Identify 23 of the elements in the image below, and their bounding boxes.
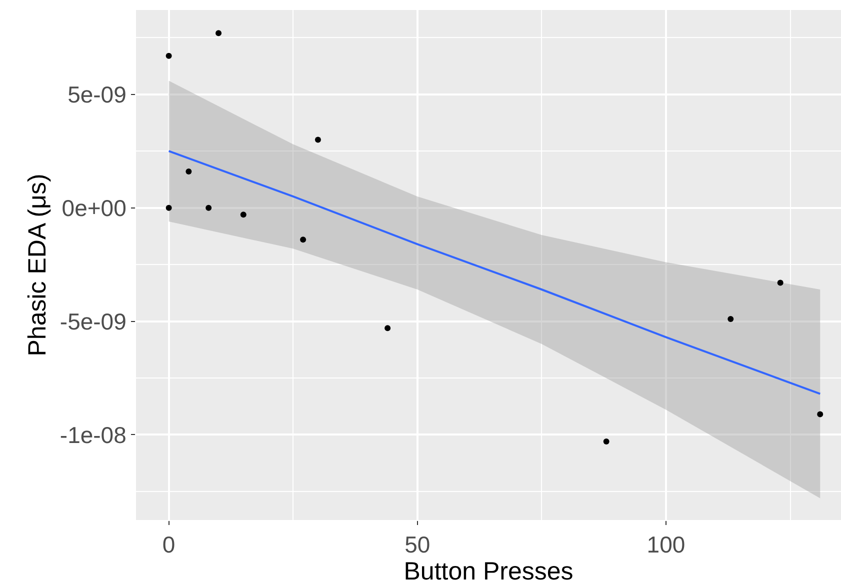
y-tick-label: 0e+00	[62, 194, 126, 221]
y-tick-label: -5e-09	[60, 308, 126, 334]
x-tick-label: 0	[162, 532, 176, 558]
point	[300, 236, 306, 243]
y-axis-title: Phasic EDA (μs)	[24, 174, 52, 356]
point	[166, 204, 172, 211]
point	[384, 325, 391, 332]
point	[314, 136, 321, 143]
point	[216, 30, 222, 36]
point	[777, 280, 784, 286]
x-tick-label: 100	[646, 532, 686, 558]
y-tick-label: 5e-09	[68, 81, 126, 108]
x-tick-label: 50	[404, 532, 430, 558]
point	[817, 411, 824, 418]
point	[186, 168, 192, 175]
point	[728, 316, 734, 322]
line-series	[168, 150, 822, 395]
point	[603, 438, 610, 444]
point	[240, 212, 246, 218]
y-tick-label: -1e-08	[60, 422, 126, 448]
x-axis-title: Button Presses	[404, 558, 574, 586]
point	[166, 52, 172, 59]
point	[206, 204, 212, 211]
